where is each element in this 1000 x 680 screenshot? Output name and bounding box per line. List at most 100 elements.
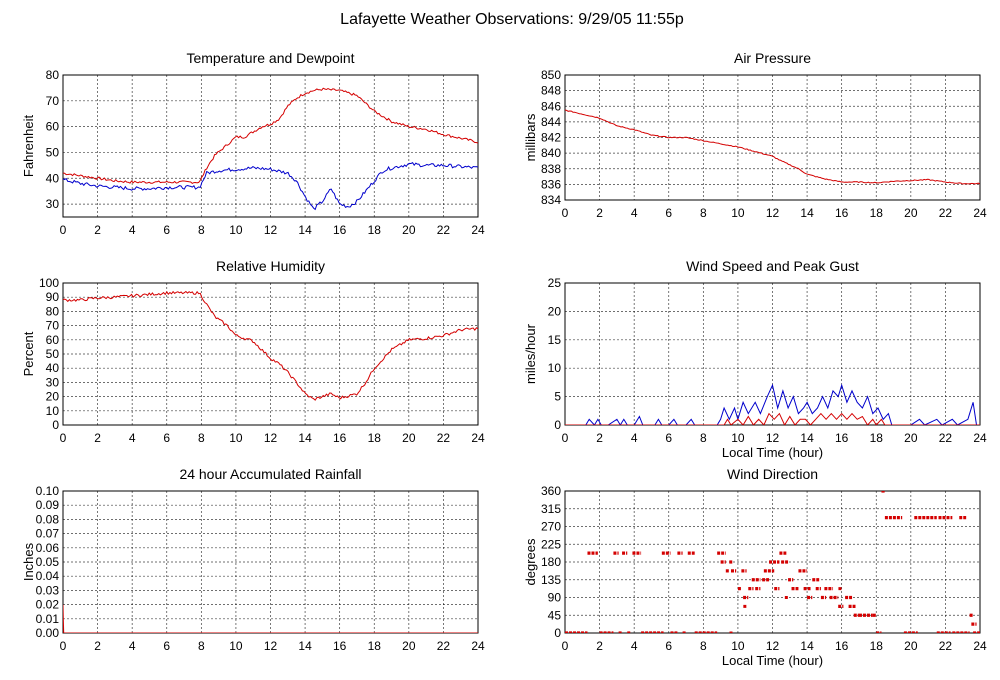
x-axis-label: Local Time (hour) bbox=[722, 653, 823, 668]
x-tick-label: 18 bbox=[368, 223, 382, 237]
x-tick-label: 24 bbox=[973, 206, 987, 220]
x-tick-label: 12 bbox=[766, 639, 780, 653]
x-tick-label: 14 bbox=[298, 223, 312, 237]
y-tick-label: 838 bbox=[541, 162, 561, 176]
y-tick-label: 10 bbox=[548, 361, 562, 375]
x-tick-label: 0 bbox=[562, 431, 569, 445]
x-tick-label: 20 bbox=[402, 431, 416, 445]
x-axis-label: Local Time (hour) bbox=[722, 445, 823, 460]
x-tick-label: 8 bbox=[700, 206, 707, 220]
x-tick-label: 16 bbox=[333, 431, 347, 445]
y-tick-label: 10 bbox=[46, 404, 60, 418]
y-tick-label: 846 bbox=[541, 99, 561, 113]
x-tick-label: 0 bbox=[60, 639, 67, 653]
x-tick-label: 6 bbox=[665, 206, 672, 220]
y-tick-label: 5 bbox=[554, 390, 561, 404]
x-tick-label: 24 bbox=[471, 639, 485, 653]
y-tick-label: 60 bbox=[46, 333, 60, 347]
series-line-0 bbox=[63, 87, 478, 184]
series-line-0 bbox=[63, 604, 478, 633]
y-tick-label: 315 bbox=[541, 502, 561, 516]
x-tick-label: 20 bbox=[904, 431, 918, 445]
chart-title: Wind Speed and Peak Gust bbox=[686, 258, 859, 274]
page-title: Lafayette Weather Observations: 9/29/05 … bbox=[340, 11, 684, 28]
y-tick-label: 20 bbox=[46, 390, 60, 404]
y-tick-label: 840 bbox=[541, 146, 561, 160]
plot-frame bbox=[62, 74, 479, 218]
y-tick-label: 834 bbox=[541, 193, 561, 207]
y-tick-label: 45 bbox=[548, 608, 562, 622]
x-tick-label: 14 bbox=[800, 639, 814, 653]
direction-point bbox=[784, 596, 788, 599]
x-tick-label: 12 bbox=[264, 431, 278, 445]
x-tick-label: 24 bbox=[973, 639, 987, 653]
y-tick-label: 80 bbox=[46, 304, 60, 318]
y-tick-label: 60 bbox=[46, 120, 60, 134]
y-tick-label: 360 bbox=[541, 484, 561, 498]
x-tick-label: 24 bbox=[973, 431, 987, 445]
y-tick-label: 135 bbox=[541, 573, 561, 587]
chart-title: Relative Humidity bbox=[216, 258, 325, 274]
y-tick-label: 0.06 bbox=[36, 541, 60, 555]
x-tick-label: 22 bbox=[437, 223, 451, 237]
y-axis-label: Fahrenheit bbox=[21, 115, 36, 178]
series-line-1 bbox=[63, 162, 478, 211]
y-tick-label: 80 bbox=[46, 68, 60, 82]
x-tick-label: 22 bbox=[437, 639, 451, 653]
x-tick-label: 18 bbox=[870, 639, 884, 653]
y-tick-label: 0.05 bbox=[36, 555, 60, 569]
x-tick-label: 10 bbox=[731, 639, 745, 653]
y-tick-label: 844 bbox=[541, 115, 561, 129]
x-tick-label: 4 bbox=[129, 223, 136, 237]
x-tick-label: 24 bbox=[471, 431, 485, 445]
x-tick-label: 4 bbox=[129, 639, 136, 653]
y-tick-label: 25 bbox=[548, 276, 562, 290]
x-tick-label: 20 bbox=[904, 639, 918, 653]
x-tick-label: 22 bbox=[939, 431, 953, 445]
y-axis-label: miles/hour bbox=[523, 323, 538, 384]
y-tick-label: 842 bbox=[541, 131, 561, 145]
y-tick-label: 0.01 bbox=[36, 612, 60, 626]
y-tick-label: 70 bbox=[46, 319, 60, 333]
x-tick-label: 14 bbox=[800, 206, 814, 220]
x-tick-label: 12 bbox=[766, 431, 780, 445]
x-tick-label: 22 bbox=[939, 206, 953, 220]
y-tick-label: 850 bbox=[541, 68, 561, 82]
x-tick-label: 8 bbox=[198, 223, 205, 237]
x-tick-label: 10 bbox=[229, 431, 243, 445]
x-tick-label: 4 bbox=[631, 639, 638, 653]
x-tick-label: 8 bbox=[700, 639, 707, 653]
direction-point bbox=[838, 587, 842, 591]
x-tick-label: 20 bbox=[904, 206, 918, 220]
y-tick-label: 0.04 bbox=[36, 569, 60, 583]
x-tick-label: 14 bbox=[298, 431, 312, 445]
x-tick-label: 12 bbox=[264, 639, 278, 653]
x-tick-label: 4 bbox=[631, 431, 638, 445]
x-tick-label: 6 bbox=[163, 639, 170, 653]
x-tick-label: 8 bbox=[198, 639, 205, 653]
x-tick-label: 10 bbox=[731, 431, 745, 445]
x-tick-label: 8 bbox=[700, 431, 707, 445]
y-tick-label: 0 bbox=[554, 418, 561, 432]
y-tick-label: 40 bbox=[46, 171, 60, 185]
plot-frame bbox=[564, 490, 981, 634]
x-tick-label: 12 bbox=[766, 206, 780, 220]
x-tick-label: 2 bbox=[94, 223, 101, 237]
y-tick-label: 270 bbox=[541, 520, 561, 534]
x-tick-label: 22 bbox=[437, 431, 451, 445]
x-tick-label: 2 bbox=[596, 639, 603, 653]
y-tick-label: 50 bbox=[46, 145, 60, 159]
x-tick-label: 8 bbox=[198, 431, 205, 445]
direction-points bbox=[565, 491, 980, 633]
x-tick-label: 10 bbox=[229, 223, 243, 237]
y-tick-label: 0.08 bbox=[36, 512, 60, 526]
y-tick-label: 0.03 bbox=[36, 583, 60, 597]
x-tick-label: 18 bbox=[870, 431, 884, 445]
x-tick-label: 18 bbox=[368, 431, 382, 445]
x-tick-label: 6 bbox=[163, 431, 170, 445]
y-axis-label: Percent bbox=[21, 331, 36, 376]
